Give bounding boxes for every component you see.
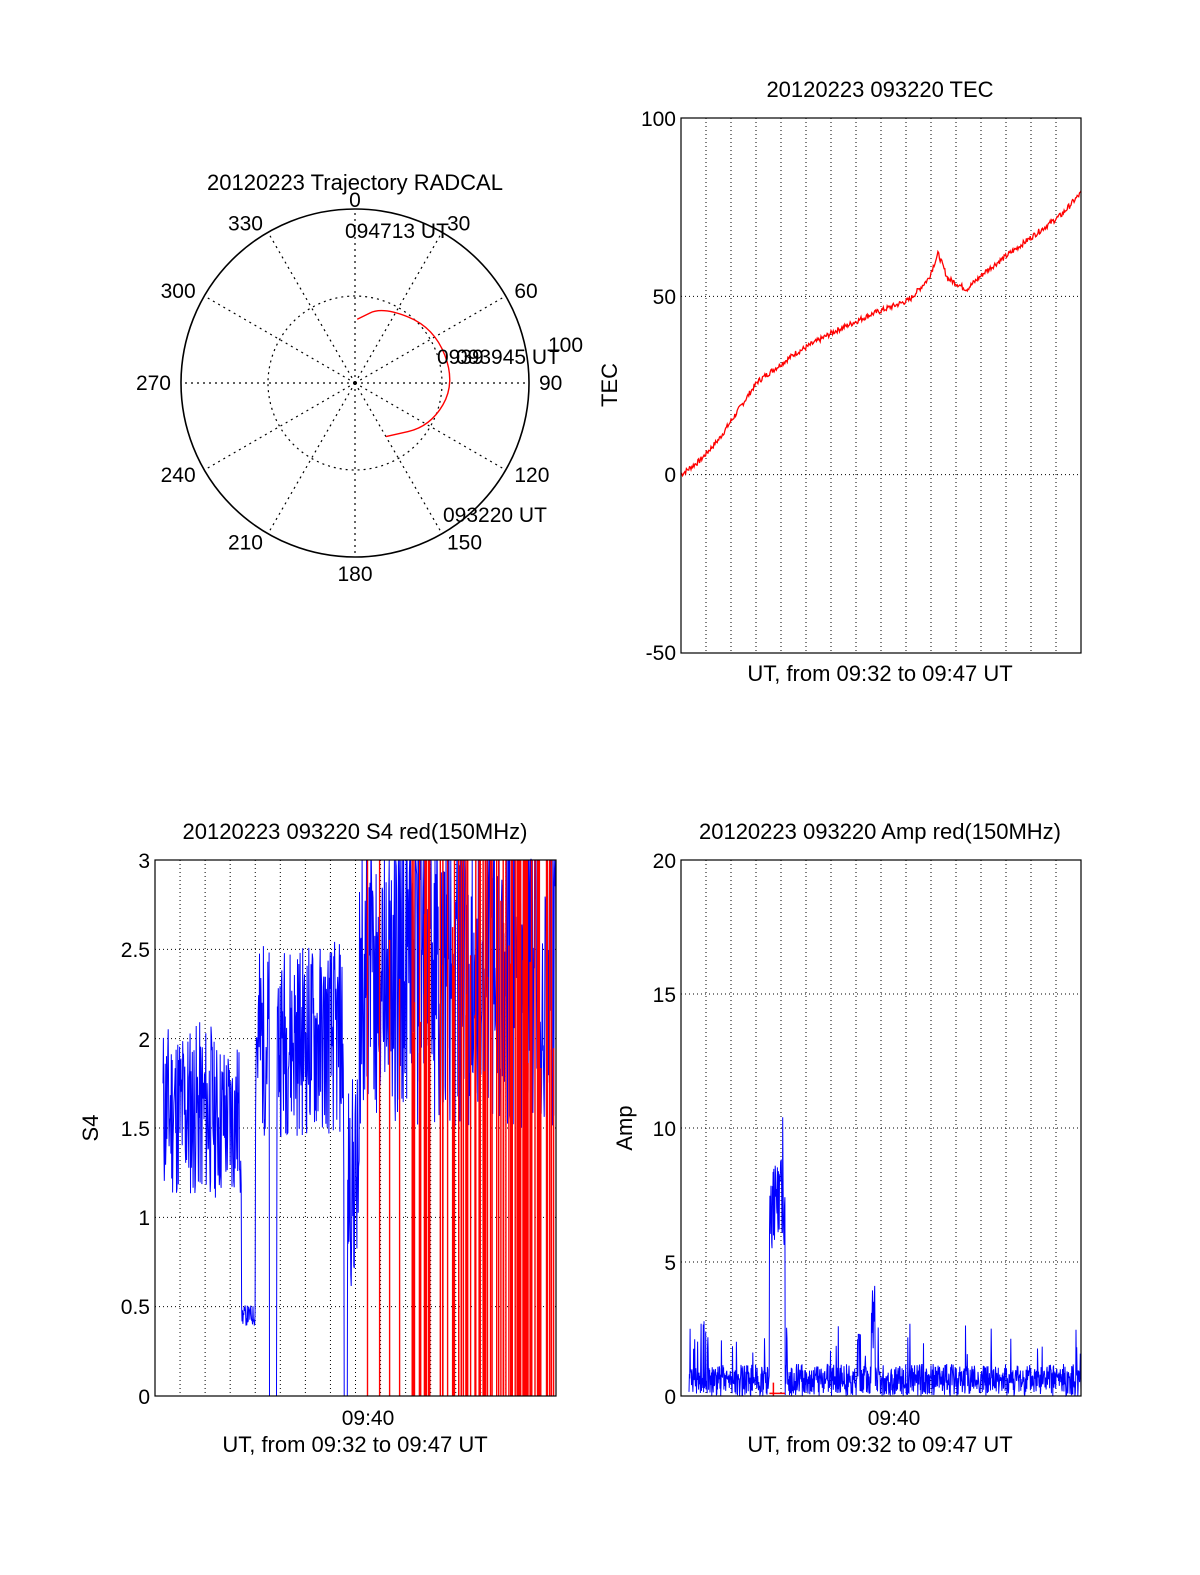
amp-red-series [769,1382,785,1396]
polar-spoke [267,232,356,384]
s4-ytick-label: 1.5 [121,1118,150,1141]
polar-azimuth-label: 90 [539,372,562,395]
tec-y-ticks: 100 50 0 -50 [641,108,676,665]
amp-y-ticks: 20 15 10 5 0 [653,850,676,1409]
s4-ytick-label: 1 [138,1207,150,1230]
amp-ytick-label: 20 [653,850,676,873]
amp-ytick-label: 15 [653,984,676,1007]
s4-xtick-label: 09:40 [342,1407,395,1430]
amp-ytick-label: 5 [664,1252,676,1275]
s4-ytick-label: 2.5 [121,939,150,962]
tec-x-axis-label: UT, from 09:32 to 09:47 UT [747,661,1012,686]
polar-azimuth-label: 150 [447,531,482,554]
tec-title: 20120223 093220 TEC [766,77,993,102]
amp-title: 20120223 093220 Amp red(150MHz) [699,819,1061,844]
tec-series-line [680,190,1082,478]
polar-trajectory-plot: 20120223 Trajectory RADCAL 0 30 60 90 120 150… [136,170,583,586]
s4-title: 20120223 093220 S4 red(150MHz) [183,819,528,844]
polar-azimuth-label: 210 [228,531,263,554]
polar-azimuth-label: 120 [514,464,549,487]
amp-x-axis-label: UT, from 09:32 to 09:47 UT [747,1432,1012,1457]
amp-grid [681,860,1081,1396]
amp-ytick-label: 10 [653,1118,676,1141]
polar-inner-ring [267,295,443,471]
s4-plot: 20120223 093220 S4 red(150MHz) 3 2.5 2 1… [78,819,557,1457]
polar-spoke [267,382,356,534]
polar-annotation-start: 093220 UT [443,504,547,527]
tec-ytick-label: 0 [664,464,676,487]
s4-ytick-label: 3 [138,850,150,873]
polar-radial-label: 100 [548,334,583,357]
polar-azimuth-labels: 0 30 60 90 120 150 180 210 240 270 300 330 [136,189,562,586]
s4-ytick-label: 0 [138,1386,150,1409]
polar-azimuth-label: 180 [337,563,372,586]
s4-ytick-label: 2 [138,1029,150,1052]
amp-y-axis-label: Amp [612,1105,637,1150]
s4-y-ticks: 3 2.5 2 1.5 1 0.5 0 [121,850,150,1409]
polar-spoke [204,382,356,471]
polar-title: 20120223 Trajectory RADCAL [207,170,503,195]
tec-ytick-label: -50 [646,642,676,665]
polar-azimuth-label: 270 [136,372,171,395]
polar-spokes [181,209,529,557]
amp-xtick-label: 09:40 [868,1407,921,1430]
polar-annotation-end: 094713 UT [345,220,449,243]
polar-azimuth-label: 0 [349,189,361,212]
tec-ytick-label: 50 [653,286,676,309]
polar-spoke [354,382,506,471]
polar-spoke [354,295,506,384]
amp-frame [680,859,1082,1397]
s4-y-axis-label: S4 [78,1115,103,1142]
s4-frame [154,859,557,1397]
tec-frame [680,117,1082,654]
polar-spoke [354,232,443,384]
polar-spoke [354,382,443,534]
polar-annotation-mid-overlap: 093945 UT [456,346,560,369]
amp-plot: 20120223 093220 Amp red(150MHz) 20 15 10… [612,819,1082,1457]
polar-azimuth-label: 300 [161,280,196,303]
tec-plot: 20120223 093220 TEC 100 50 0 -50 TEC UT,… [597,77,1082,686]
polar-azimuth-label: 330 [228,213,263,236]
s4-ytick-label: 0.5 [121,1296,150,1319]
polar-trajectory-line [356,309,451,438]
amp-ytick-label: 0 [664,1386,676,1409]
amp-blue-series [688,1117,1082,1398]
tec-grid [681,118,1081,653]
polar-annotation-mid: 0939 [437,346,484,369]
polar-outer-ring [180,208,530,558]
polar-spoke [204,295,356,384]
polar-azimuth-label: 60 [514,280,537,303]
s4-x-axis-label: UT, from 09:32 to 09:47 UT [222,1432,487,1457]
polar-azimuth-label: 240 [161,464,196,487]
polar-azimuth-label: 30 [447,213,470,236]
tec-ytick-label: 100 [641,108,676,131]
tec-y-axis-label: TEC [597,363,622,407]
s4-red-series [366,860,555,1396]
